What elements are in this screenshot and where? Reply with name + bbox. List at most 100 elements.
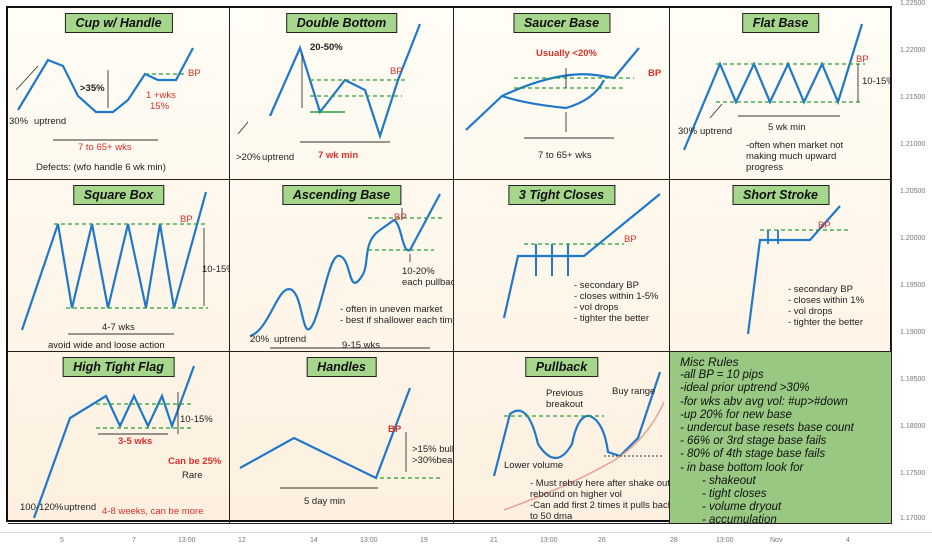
cup-defects-label: Defects: (wfo handle 6 wk min) xyxy=(36,162,166,173)
ascending-prior-gain-label: 20% xyxy=(250,334,270,345)
time-tick: 21 xyxy=(490,537,498,544)
cell-ascending-base: Ascending Base BP 10-20% each pullback -… xyxy=(230,180,454,352)
cup-handle-weeks-label: 1 +wks xyxy=(146,90,176,101)
htf-title: High Tight Flag xyxy=(62,357,175,377)
misc-rule: -all BP = 10 pips xyxy=(680,369,764,382)
tight-bp-label: BP xyxy=(624,234,637,245)
square-depth-label: 10-15% xyxy=(202,264,229,275)
cell-short-stroke: Short Stroke BP - secondary BP - closes … xyxy=(670,180,892,352)
time-tick: 13:00 xyxy=(716,537,734,544)
misc-rules-title: Misc Rules xyxy=(680,355,739,369)
handles-depth-label: >15% bull >30%bear xyxy=(412,444,454,466)
cup-handle-depth-label: 15% xyxy=(150,101,170,112)
square-note-label: avoid wide and loose action xyxy=(48,340,165,351)
flat-bp-label: BP xyxy=(856,54,869,65)
cell-pullback: Pullback Previous breakout Buy range Low… xyxy=(454,352,670,524)
cell-flat-base: Flat Base BP 10-15% 30% uptrend 5 wk min… xyxy=(670,8,892,180)
price-tick: 1.21000 xyxy=(900,141,926,148)
flat-uptrend-label: uptrend xyxy=(700,126,733,137)
ascending-base-diagram xyxy=(249,193,442,349)
htf-uptrend-label: uptrend xyxy=(64,502,97,513)
square-title: Square Box xyxy=(72,185,165,205)
double-uptrend-label: uptrend xyxy=(262,152,295,163)
handles-title: Handles xyxy=(306,357,377,377)
cup-duration-label: 7 to 65+ wks xyxy=(78,142,132,153)
square-duration-label: 4-7 wks xyxy=(102,322,135,333)
misc-rule: - 80% of 4th stage base fails xyxy=(680,448,826,461)
double-title: Double Bottom xyxy=(285,13,398,33)
misc-rule: - in base bottom look for xyxy=(680,461,804,474)
flat-depth-label: 10-15% xyxy=(862,76,892,87)
price-tick: 1.18000 xyxy=(900,423,926,430)
pullback-buy-range-label: Buy range xyxy=(612,386,656,397)
saucer-depth-label: Usually <20% xyxy=(536,48,597,59)
handles-duration-label: 5 day min xyxy=(304,496,346,507)
cell-double-bottom: Double Bottom 20-50% BP >20% uptrend 7 w… xyxy=(230,8,454,180)
tight-title: 3 Tight Closes xyxy=(507,185,616,205)
cup-bp-label: BP xyxy=(188,68,201,79)
cell-handles: Handles BP >15% bull >30%bear 5 day min xyxy=(230,352,454,524)
saucer-bp-label: BP xyxy=(648,68,662,79)
htf-rare-label: Rare xyxy=(182,470,203,481)
3-tight-closes-diagram xyxy=(502,193,661,319)
saucer-base-diagram xyxy=(465,47,640,139)
time-tick: 14 xyxy=(310,537,318,544)
square-bp-label: BP xyxy=(180,214,193,225)
pullback-previous-breakout-label: Previous breakout xyxy=(546,388,583,410)
time-tick: 4 xyxy=(846,537,850,544)
cell-3-tight-closes: 3 Tight Closes BP - secondary BP - close… xyxy=(454,180,670,352)
price-tick: 1.17000 xyxy=(900,515,926,522)
short-stroke-diagram xyxy=(746,205,848,335)
time-tick: 19 xyxy=(420,537,428,544)
cell-cup-with-handle: Cup w/ Handle >35% 1 +wks 15% BP 30% upt… xyxy=(8,8,230,180)
time-tick: Nov xyxy=(770,537,783,544)
pullback-title: Pullback xyxy=(524,357,599,377)
square-box-diagram xyxy=(20,191,208,335)
price-tick: 1.17500 xyxy=(900,470,926,477)
double-duration-label: 7 wk min xyxy=(318,150,359,161)
time-tick: 28 xyxy=(670,537,678,544)
ascending-title: Ascending Base xyxy=(281,185,402,205)
double-prior-gain-label: >20% xyxy=(236,152,261,163)
price-tick: 1.19000 xyxy=(900,329,926,336)
misc-rule: - volume dryout xyxy=(702,501,782,514)
cup-with-handle-diagram xyxy=(15,47,194,141)
time-tick: 12 xyxy=(238,537,246,544)
htf-prior-gain-label: 100-120% xyxy=(20,502,64,513)
handles-bp-label: BP xyxy=(388,424,402,435)
price-tick: 1.21500 xyxy=(900,94,926,101)
pullback-note-label: - Must rebuy here after shake out & rebo… xyxy=(530,478,670,522)
misc-rule: -ideal prior uptrend >30% xyxy=(680,382,810,395)
flat-duration-label: 5 wk min xyxy=(768,122,806,133)
price-tick: 1.19500 xyxy=(900,282,926,289)
pullback-lower-volume-label: Lower volume xyxy=(504,460,564,471)
price-tick: 1.18500 xyxy=(900,376,926,383)
time-tick: 13:00 xyxy=(360,537,378,544)
double-bp-label: BP xyxy=(390,66,403,77)
price-tick: 1.20500 xyxy=(900,188,926,195)
time-tick: 13:00 xyxy=(178,537,196,544)
ascending-pullback-label: 10-20% each pullback xyxy=(402,266,453,288)
cell-high-tight-flag: High Tight Flag 10-15% 3-5 wks Can be 25… xyxy=(8,352,230,524)
misc-rule: - undercut base resets base count xyxy=(680,422,854,435)
misc-rule: -for wks abv avg vol: #up>#down xyxy=(680,395,848,408)
flat-note-label: -often when market not making much upwar… xyxy=(746,140,844,173)
flat-title: Flat Base xyxy=(741,13,820,33)
short-title: Short Stroke xyxy=(731,185,830,205)
htf-pole-duration-label: 4-8 weeks, can be more xyxy=(102,506,204,517)
htf-duration-label: 3-5 wks xyxy=(118,436,153,447)
time-tick: 7 xyxy=(132,537,136,544)
misc-rule: - accumulation xyxy=(702,514,777,527)
patterns-board: Cup w/ Handle >35% 1 +wks 15% BP 30% upt… xyxy=(6,6,892,526)
handles-diagram xyxy=(239,387,440,489)
time-axis: 5 7 13:00 12 14 13:00 19 21 13:00 26 28 … xyxy=(0,532,932,551)
double-depth-label: 20-50% xyxy=(310,42,343,53)
price-tick: 1.22000 xyxy=(900,47,926,54)
ascending-bp-label: BP xyxy=(394,212,407,223)
ascending-note-label: - often in uneven market - best if shall… xyxy=(340,304,453,326)
misc-rule: - shakeout xyxy=(702,474,756,487)
tight-note-label: - secondary BP - closes within 1-5% - vo… xyxy=(574,280,659,324)
ascending-duration-label: 9-15 wks xyxy=(342,340,381,351)
flat-prior-gain-label: 30% xyxy=(678,126,698,137)
short-bp-label: BP xyxy=(818,220,831,231)
